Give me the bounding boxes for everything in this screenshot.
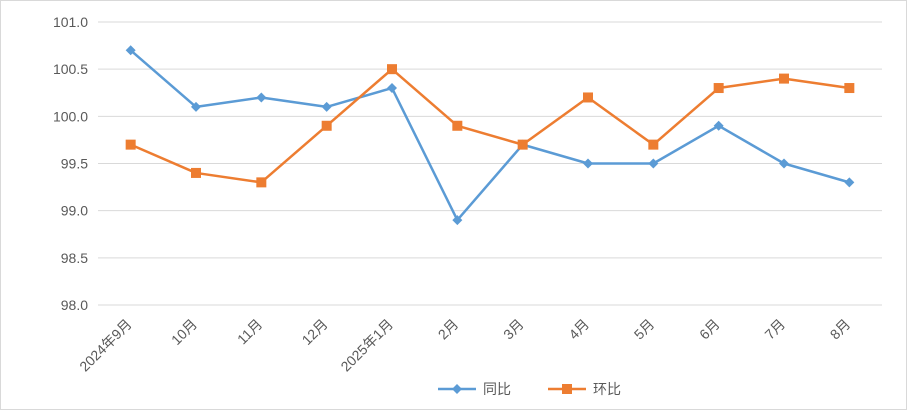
x-tick-label: 2024年9月 bbox=[76, 316, 135, 375]
x-tick-label: 11月 bbox=[234, 316, 265, 347]
x-tick-label: 7月 bbox=[761, 316, 788, 343]
data-point bbox=[844, 83, 855, 94]
x-axis-ticks: 2024年9月 10月 11月 12月 2025年1月 2月 3月 4月 5月 6月 7月 8月 bbox=[76, 316, 853, 375]
series-mom bbox=[125, 64, 855, 188]
legend: 同比 环比 bbox=[438, 382, 621, 398]
y-tick-label: 98.0 bbox=[61, 297, 88, 313]
data-point bbox=[452, 215, 463, 226]
x-tick-label: 5月 bbox=[631, 316, 658, 343]
data-point bbox=[452, 120, 463, 131]
x-tick-label: 2025年1月 bbox=[337, 316, 396, 375]
x-tick-label: 6月 bbox=[696, 316, 723, 343]
y-tick-label: 99.0 bbox=[61, 203, 88, 219]
legend-marker bbox=[452, 384, 462, 394]
data-point bbox=[583, 158, 593, 169]
y-tick-label: 100.5 bbox=[53, 61, 88, 77]
data-point bbox=[125, 45, 136, 56]
data-point bbox=[648, 139, 659, 150]
legend-item: 环比 bbox=[548, 382, 621, 398]
data-point bbox=[321, 120, 332, 131]
data-point bbox=[256, 177, 267, 188]
y-axis-ticks: 98.0 98.5 99.0 99.5 100.0 100.5 101.0 bbox=[53, 14, 88, 313]
data-point bbox=[713, 83, 724, 94]
gridlines bbox=[98, 21, 882, 306]
data-point bbox=[779, 158, 789, 169]
x-tick-label: 12月 bbox=[299, 316, 331, 348]
y-tick-label: 98.5 bbox=[61, 250, 88, 266]
legend-item: 同比 bbox=[438, 382, 511, 398]
y-tick-label: 100.0 bbox=[53, 108, 88, 124]
data-point bbox=[583, 92, 593, 103]
y-tick-label: 101.0 bbox=[53, 14, 88, 30]
legend-label: 环比 bbox=[593, 382, 621, 398]
legend-label: 同比 bbox=[483, 382, 511, 398]
y-tick-label: 99.5 bbox=[61, 156, 88, 172]
data-point bbox=[191, 167, 201, 178]
x-tick-label: 3月 bbox=[500, 316, 527, 343]
data-point bbox=[517, 139, 528, 150]
x-tick-label: 10月 bbox=[168, 316, 200, 348]
data-point bbox=[191, 101, 201, 112]
data-point bbox=[125, 139, 136, 150]
data-point bbox=[713, 120, 724, 131]
series-line bbox=[129, 67, 851, 184]
data-point bbox=[844, 177, 855, 188]
x-tick-label: 8月 bbox=[827, 316, 854, 343]
series-line bbox=[129, 49, 851, 222]
data-point bbox=[648, 158, 659, 169]
data-point bbox=[387, 64, 397, 75]
data-point bbox=[321, 101, 332, 112]
data-point bbox=[387, 83, 397, 94]
data-point bbox=[256, 92, 267, 103]
x-tick-label: 4月 bbox=[565, 316, 592, 343]
legend-marker bbox=[562, 384, 572, 394]
x-tick-label: 2月 bbox=[435, 316, 462, 343]
data-point bbox=[779, 73, 789, 84]
series-layer bbox=[125, 45, 855, 226]
